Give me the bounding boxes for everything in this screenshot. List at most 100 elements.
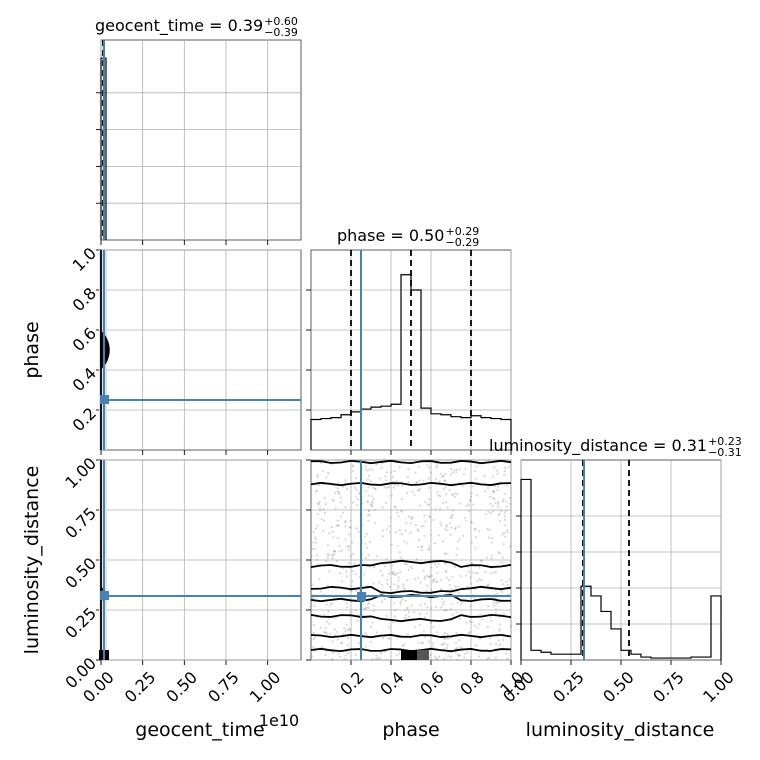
phase-lumdist-scatter-point — [370, 640, 373, 643]
phase-lumdist-scatter-point — [497, 514, 500, 517]
phase-lumdist-scatter-point — [497, 505, 500, 508]
phase-lumdist-scatter-point — [368, 468, 372, 471]
phase-lumdist-scatter-point — [445, 552, 448, 556]
phase-lumdist-scatter-point — [317, 484, 320, 487]
phase-lumdist-scatter-point — [489, 616, 492, 619]
phase-lumdist-scatter-point — [423, 635, 427, 639]
phase-lumdist-scatter-point — [403, 562, 406, 565]
phase-lumdist-scatter-point — [388, 626, 391, 629]
phase-lumdist-scatter-point — [347, 545, 351, 548]
phase-lumdist-scatter-point — [383, 486, 386, 489]
phase-lumdist-scatter-point — [351, 465, 354, 468]
phase-lumdist-scatter-point — [505, 500, 508, 503]
phase-lumdist-scatter-point — [312, 541, 315, 544]
lumdist-y-tick-label: 0.25 — [61, 604, 100, 643]
phase-lumdist-scatter-point — [458, 639, 461, 642]
phase-lumdist-scatter-point — [446, 506, 449, 509]
phase-lumdist-scatter-point — [480, 559, 483, 562]
phase-lumdist-scatter-point — [430, 621, 433, 625]
phase-lumdist-scatter-point — [310, 655, 313, 658]
phase-lumdist-scatter-point — [347, 548, 350, 551]
phase-lumdist-scatter-point — [364, 645, 368, 648]
phase-lumdist-scatter-point — [417, 641, 421, 644]
phase-lumdist-scatter-point — [468, 499, 472, 502]
phase-lumdist-scatter-point — [474, 547, 477, 550]
phase-lumdist-scatter-point — [454, 585, 457, 588]
phase-lumdist-scatter-point — [335, 524, 338, 527]
phase-lumdist-scatter-point — [405, 491, 409, 495]
phase-lumdist-scatter-point — [327, 472, 330, 475]
phase-lumdist-scatter-point — [396, 584, 399, 587]
phase-lumdist-scatter-point — [409, 516, 413, 519]
phase-lumdist-scatter-point — [508, 545, 512, 548]
phase-lumdist-scatter-point — [418, 623, 421, 626]
phase-lumdist-scatter-point — [407, 515, 410, 518]
phase-lumdist-scatter-point — [378, 657, 382, 660]
phase-lumdist-scatter-point — [405, 521, 408, 524]
phase-lumdist-scatter-point — [349, 611, 352, 614]
phase-lumdist-scatter-point — [486, 657, 489, 660]
phase-lumdist-scatter-point — [501, 500, 505, 503]
geocent-time-tick-label: 0.50 — [162, 668, 201, 707]
phase-lumdist-scatter-point — [458, 525, 461, 528]
lumdist-title: luminosity_distance = 0.31 — [489, 436, 707, 456]
phase-y-tick-label: 0.6 — [69, 324, 100, 355]
phase-lumdist-scatter-point — [400, 484, 404, 487]
phase-lumdist-scatter-point — [429, 471, 433, 474]
phase-lumdist-scatter-point — [503, 515, 507, 518]
phase-lumdist-scatter-point — [315, 541, 318, 544]
phase-lumdist-scatter-point — [439, 521, 442, 524]
phase-lumdist-scatter-point — [417, 465, 420, 468]
phase-lumdist-scatter-point — [420, 642, 423, 645]
phase-lumdist-scatter-point — [428, 575, 431, 579]
phase-lumdist-scatter-point — [324, 627, 327, 630]
phase-lumdist-scatter-point — [494, 611, 497, 615]
lumdist-x-tick-label: 0.50 — [599, 668, 638, 707]
phase-lumdist-scatter-point — [446, 609, 449, 612]
phase-lumdist-scatter-point — [505, 505, 508, 508]
phase-lumdist-scatter-point — [371, 469, 374, 472]
phase-lumdist-scatter-point — [366, 500, 369, 503]
phase-lumdist-scatter-point — [458, 617, 461, 620]
phase-lumdist-scatter-point — [409, 531, 412, 534]
phase-lumdist-scatter-point — [478, 623, 481, 626]
phase-lumdist-scatter-point — [485, 556, 488, 560]
phase-lumdist-scatter-point — [425, 612, 429, 615]
phase-lumdist-scatter-point — [323, 631, 327, 634]
phase-lumdist-scatter-point — [333, 491, 337, 495]
phase-lumdist-scatter-point — [479, 613, 482, 616]
phase-lumdist-scatter-point — [397, 484, 400, 487]
phase-lumdist-scatter-point — [454, 526, 457, 529]
phase-lumdist-scatter-point — [450, 526, 453, 529]
phase-lumdist-scatter-point — [325, 631, 328, 635]
phase-lumdist-scatter-point — [414, 524, 417, 527]
phase-lumdist-scatter-point — [441, 603, 445, 606]
phase-lumdist-scatter-point — [317, 502, 320, 505]
phase-lumdist-scatter-point — [409, 522, 413, 525]
phase-lumdist-scatter-point — [458, 468, 461, 471]
phase-lumdist-scatter-point — [356, 504, 359, 507]
phase-lumdist-scatter-point — [437, 534, 440, 537]
phase-lumdist-scatter-point — [325, 476, 328, 479]
phase-lumdist-scatter-point — [492, 604, 495, 607]
phase-lumdist-scatter-point — [347, 562, 351, 565]
phase-lumdist-scatter-point — [469, 605, 472, 608]
phase-lumdist-scatter-point — [410, 567, 414, 570]
phase-lumdist-scatter-point — [391, 572, 394, 576]
phase-lumdist-scatter-point — [487, 510, 490, 513]
phase-lumdist-scatter-point — [333, 552, 336, 556]
phase-lumdist-scatter-point — [326, 584, 329, 587]
phase-lumdist-scatter-point — [454, 492, 457, 495]
phase-lumdist-scatter-point — [490, 554, 493, 557]
phase-lumdist-scatter-point — [422, 569, 425, 572]
phase-lumdist-scatter-point — [412, 516, 415, 519]
phase-lumdist-scatter-point — [445, 576, 448, 579]
phase-lumdist-scatter-point — [444, 562, 447, 565]
phase-lumdist-scatter-point — [369, 626, 373, 629]
phase-lumdist-scatter-point — [431, 642, 435, 645]
phase-lumdist-scatter-point — [413, 577, 417, 581]
phase-tick-label: 0.8 — [456, 668, 487, 699]
phase-lumdist-scatter-point — [349, 629, 352, 632]
phase-lumdist-scatter-point — [345, 606, 349, 609]
phase-lumdist-scatter-point — [375, 555, 378, 558]
